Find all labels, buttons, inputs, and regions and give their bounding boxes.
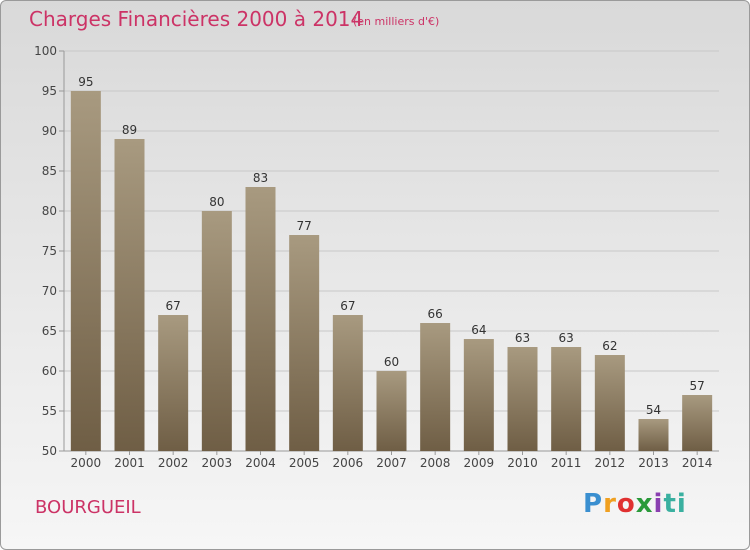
y-tick-label: 95 <box>42 84 57 98</box>
bars <box>70 91 713 451</box>
bar-value-label: 67 <box>166 299 181 313</box>
y-tick-label: 70 <box>42 284 57 298</box>
y-tick-label: 90 <box>42 124 57 138</box>
bar-value-label: 64 <box>471 323 486 337</box>
proxiti-logo: Proxiti <box>583 489 687 519</box>
labels: 50 55 60 65 70 75 80 85 90 95 100 95 2000 89 2001 67 200… <box>34 44 712 470</box>
bar-value-label: 83 <box>253 171 268 185</box>
bar-2000 <box>70 91 101 451</box>
x-tick-label: 2006 <box>333 456 364 470</box>
x-tick-label: 2004 <box>245 456 276 470</box>
x-tick-label: 2010 <box>507 456 538 470</box>
bar-value-label: 54 <box>646 403 661 417</box>
x-tick-label: 2008 <box>420 456 451 470</box>
x-tick-label: 2005 <box>289 456 320 470</box>
bar-value-label: 89 <box>122 123 137 137</box>
y-tick-label: 50 <box>42 444 57 458</box>
bar-2011 <box>551 347 582 451</box>
bar-2006 <box>332 315 363 451</box>
bar-2013 <box>638 419 669 451</box>
y-tick-label: 85 <box>42 164 57 178</box>
bar-2003 <box>201 211 232 451</box>
bar-value-label: 66 <box>428 307 443 321</box>
bar-value-label: 67 <box>340 299 355 313</box>
commune-name: BOURGUEIL <box>35 497 141 518</box>
bar-2012 <box>594 355 625 451</box>
bar-2002 <box>158 315 189 451</box>
chart-subtitle: (en milliers d'€) <box>353 15 440 28</box>
y-tick-label: 75 <box>42 244 57 258</box>
bar-2004 <box>245 187 276 451</box>
x-tick-label: 2002 <box>158 456 189 470</box>
y-tick-label: 60 <box>42 364 57 378</box>
bar-value-label: 63 <box>515 331 530 345</box>
bar-2014 <box>682 395 713 451</box>
x-tick-label: 2012 <box>595 456 626 470</box>
bar-value-label: 60 <box>384 355 399 369</box>
x-tick-label: 2000 <box>71 456 102 470</box>
bar-2007 <box>376 371 407 451</box>
bar-value-label: 77 <box>297 219 312 233</box>
x-tick-label: 2014 <box>682 456 713 470</box>
y-tick-label: 65 <box>42 324 57 338</box>
x-tick-label: 2011 <box>551 456 582 470</box>
chart-title: Charges Financières 2000 à 2014 <box>29 7 364 31</box>
y-tick-label: 80 <box>42 204 57 218</box>
bar-value-label: 62 <box>602 339 617 353</box>
x-tick-label: 2001 <box>114 456 145 470</box>
bar-value-label: 80 <box>209 195 224 209</box>
bar-value-label: 57 <box>690 379 705 393</box>
bar-2010 <box>507 347 538 451</box>
bar-value-label: 63 <box>559 331 574 345</box>
x-tick-label: 2003 <box>202 456 233 470</box>
bar-value-label: 95 <box>78 75 93 89</box>
x-tick-label: 2013 <box>638 456 669 470</box>
bar-2005 <box>289 235 320 451</box>
y-tick-label: 100 <box>34 44 57 58</box>
bar-2008 <box>420 323 451 451</box>
x-tick-label: 2007 <box>376 456 407 470</box>
bar-2009 <box>463 339 494 451</box>
x-tick-label: 2009 <box>464 456 495 470</box>
y-tick-label: 55 <box>42 404 57 418</box>
bar-2001 <box>114 139 145 451</box>
